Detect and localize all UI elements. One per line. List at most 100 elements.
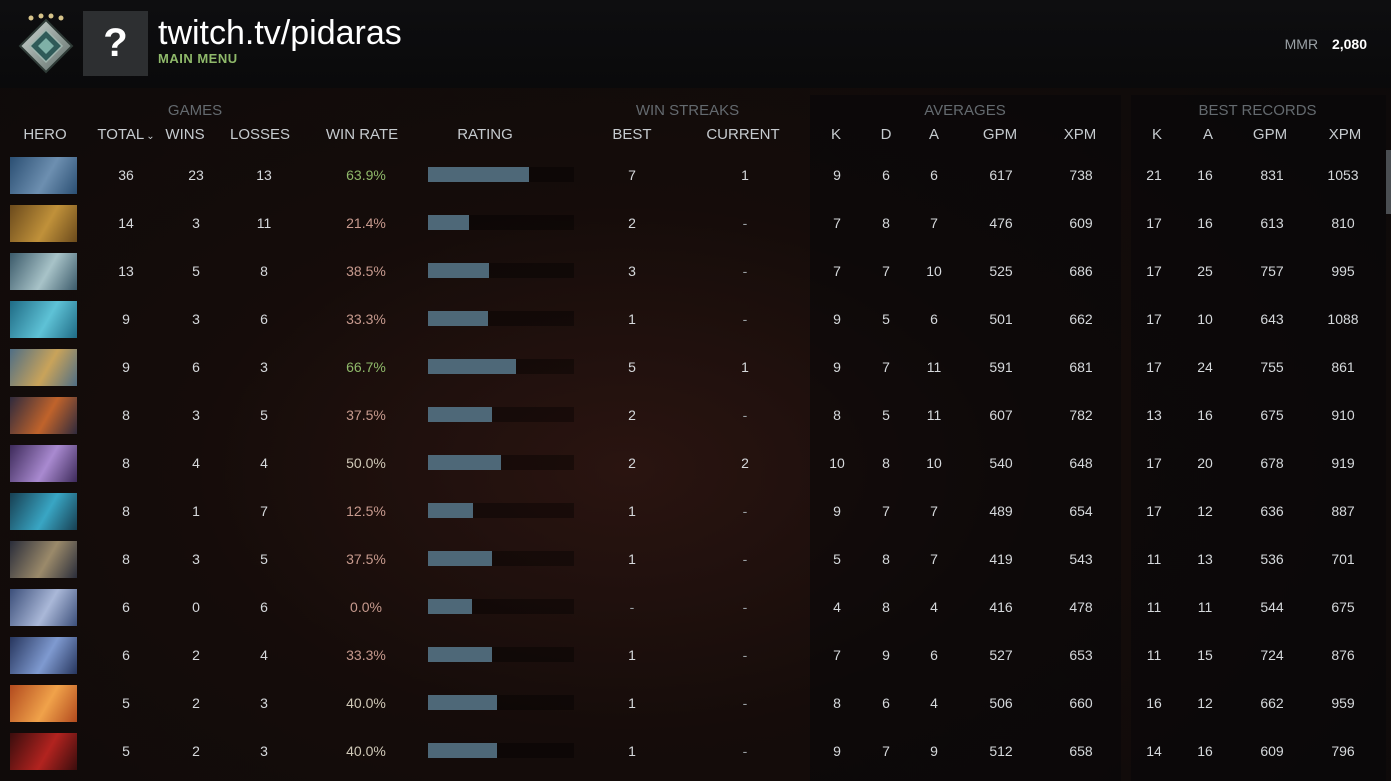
cell-bxpm: 701 — [1331, 551, 1355, 567]
column-header-current[interactable]: CURRENT — [693, 126, 793, 143]
cell-gpm: 416 — [989, 599, 1013, 615]
column-header-wins[interactable]: WINS — [135, 126, 235, 143]
column-header-best-gpm[interactable]: GPM — [1220, 126, 1320, 143]
hero-portrait[interactable] — [10, 157, 77, 194]
column-header-win-rate[interactable]: WIN RATE — [312, 126, 412, 143]
cell-a: 6 — [930, 167, 938, 183]
cell-wins: 3 — [192, 311, 200, 327]
hero-portrait[interactable] — [10, 445, 77, 482]
column-header-avg-gpm-label: GPM — [982, 126, 1018, 143]
hero-portrait[interactable] — [10, 349, 77, 386]
main-menu-link[interactable]: MAIN MENU — [158, 51, 238, 66]
cell-d: 7 — [882, 263, 890, 279]
sort-chevron-down-icon: ⌄ — [146, 131, 155, 142]
cell-losses: 5 — [260, 407, 268, 423]
cell-xpm: 543 — [1069, 551, 1093, 567]
column-header-avg-d[interactable]: D — [836, 126, 936, 143]
cell-k: 4 — [833, 599, 841, 615]
cell-d: 9 — [882, 647, 890, 663]
column-header-best-k[interactable]: K — [1107, 126, 1207, 143]
column-header-rating[interactable]: RATING — [435, 126, 535, 143]
cell-total: 36 — [118, 167, 134, 183]
column-header-best-label: BEST — [612, 126, 652, 143]
cell-win-rate: 33.3% — [346, 647, 386, 663]
cell-k: 7 — [833, 215, 841, 231]
column-header-avg-gpm[interactable]: GPM — [950, 126, 1050, 143]
cell-wins: 2 — [192, 743, 200, 759]
cell-wins: 2 — [192, 695, 200, 711]
cell-bxpm: 861 — [1331, 359, 1355, 375]
column-header-avg-xpm[interactable]: XPM — [1030, 126, 1130, 143]
avatar[interactable]: ? — [83, 11, 148, 76]
hero-portrait[interactable] — [10, 685, 77, 722]
column-header-best-xpm[interactable]: XPM — [1295, 126, 1391, 143]
rating-bar — [428, 647, 492, 662]
cell-ba: 12 — [1197, 695, 1213, 711]
cell-wins: 1 — [192, 503, 200, 519]
cell-current: 1 — [741, 167, 749, 183]
cell-current: - — [742, 503, 748, 519]
cell-losses: 3 — [260, 359, 268, 375]
hero-portrait[interactable] — [10, 589, 77, 626]
cell-losses: 4 — [260, 647, 268, 663]
hero-portrait[interactable] — [10, 301, 77, 338]
cell-xpm: 653 — [1069, 647, 1093, 663]
cell-current: - — [742, 647, 748, 663]
column-header-losses[interactable]: LOSSES — [210, 126, 310, 143]
scrollbar-thumb[interactable] — [1386, 150, 1391, 214]
cell-ba: 10 — [1197, 311, 1213, 327]
column-header-avg-k[interactable]: K — [786, 126, 886, 143]
cell-d: 8 — [882, 599, 890, 615]
column-header-win-rate-label: WIN RATE — [325, 126, 399, 143]
cell-gpm: 419 — [989, 551, 1013, 567]
cell-bgpm: 613 — [1260, 215, 1284, 231]
cell-win-rate: 63.9% — [346, 167, 386, 183]
column-header-best-a[interactable]: A — [1158, 126, 1258, 143]
cell-gpm: 540 — [989, 455, 1013, 471]
cell-bxpm: 796 — [1331, 743, 1355, 759]
column-header-avg-a[interactable]: A — [884, 126, 984, 143]
cell-wins: 6 — [192, 359, 200, 375]
cell-losses: 5 — [260, 551, 268, 567]
cell-current: - — [742, 743, 748, 759]
column-header-best[interactable]: BEST — [582, 126, 682, 143]
cell-a: 9 — [930, 743, 938, 759]
cell-current: 1 — [741, 359, 749, 375]
hero-portrait[interactable] — [10, 205, 77, 242]
cell-gpm: 591 — [989, 359, 1013, 375]
mmr-value: 2,080 — [1331, 36, 1367, 52]
cell-bgpm: 724 — [1260, 647, 1284, 663]
hero-portrait[interactable] — [10, 253, 77, 290]
column-header-hero[interactable]: HERO — [0, 126, 95, 143]
cell-d: 5 — [882, 407, 890, 423]
cell-ba: 24 — [1197, 359, 1213, 375]
cell-bk: 17 — [1146, 263, 1162, 279]
cell-total: 8 — [122, 455, 130, 471]
cell-a: 7 — [930, 215, 938, 231]
cell-d: 8 — [882, 551, 890, 567]
cell-bk: 17 — [1146, 311, 1162, 327]
cell-gpm: 525 — [989, 263, 1013, 279]
hero-portrait[interactable] — [10, 637, 77, 674]
cell-a: 11 — [926, 359, 942, 375]
cell-best: - — [629, 599, 635, 615]
cell-current: - — [742, 695, 748, 711]
cell-d: 7 — [882, 503, 890, 519]
column-header-total[interactable]: TOTAL ⌄ — [76, 126, 176, 143]
column-header-wins-label: WINS — [165, 126, 205, 143]
cell-a: 10 — [926, 455, 942, 471]
cell-bk: 11 — [1146, 647, 1162, 663]
cell-best: 1 — [628, 503, 636, 519]
hero-portrait[interactable] — [10, 397, 77, 434]
cell-ba: 16 — [1197, 167, 1213, 183]
cell-bgpm: 678 — [1260, 455, 1284, 471]
cell-bgpm: 755 — [1260, 359, 1284, 375]
cell-d: 7 — [882, 743, 890, 759]
cell-bxpm: 887 — [1331, 503, 1355, 519]
cell-best: 1 — [628, 311, 636, 327]
hero-portrait[interactable] — [10, 733, 77, 770]
hero-portrait[interactable] — [10, 541, 77, 578]
rating-bar — [428, 599, 472, 614]
cell-win-rate: 40.0% — [346, 695, 386, 711]
hero-portrait[interactable] — [10, 493, 77, 530]
